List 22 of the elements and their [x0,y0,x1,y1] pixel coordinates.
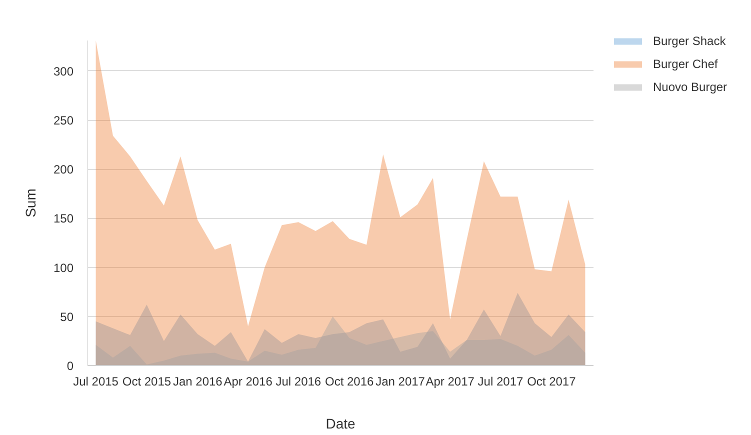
x-tick-label: Apr 2017 [426,374,475,388]
x-tick-label: Oct 2017 [527,374,576,388]
y-tick-label: 50 [60,310,74,324]
y-tick-label: 200 [53,162,74,177]
y-tick-label: 100 [53,260,74,275]
legend-label: Nuovo Burger [653,79,728,95]
x-tick-label: Jul 2015 [73,374,119,388]
x-tick-label: Jul 2017 [478,374,524,388]
legend-label: Burger Shack [653,33,726,49]
x-tick-label: Jan 2017 [376,374,426,388]
x-axis-title: Date [326,416,356,432]
y-tick-label: 0 [66,359,74,373]
x-tick-label: Oct 2015 [122,374,172,388]
y-tick-label: 250 [53,114,74,128]
legend-label: Burger Chef [653,56,718,72]
y-axis-title: Sum [22,188,38,218]
x-tick-label: Oct 2016 [325,374,374,388]
y-tick-label: 300 [53,64,74,78]
x-tick-label: Jul 2016 [276,374,322,388]
x-tick-label: Jan 2016 [172,374,223,388]
y-tick-label: 150 [53,212,74,226]
x-tick-label: Apr 2016 [224,374,273,388]
